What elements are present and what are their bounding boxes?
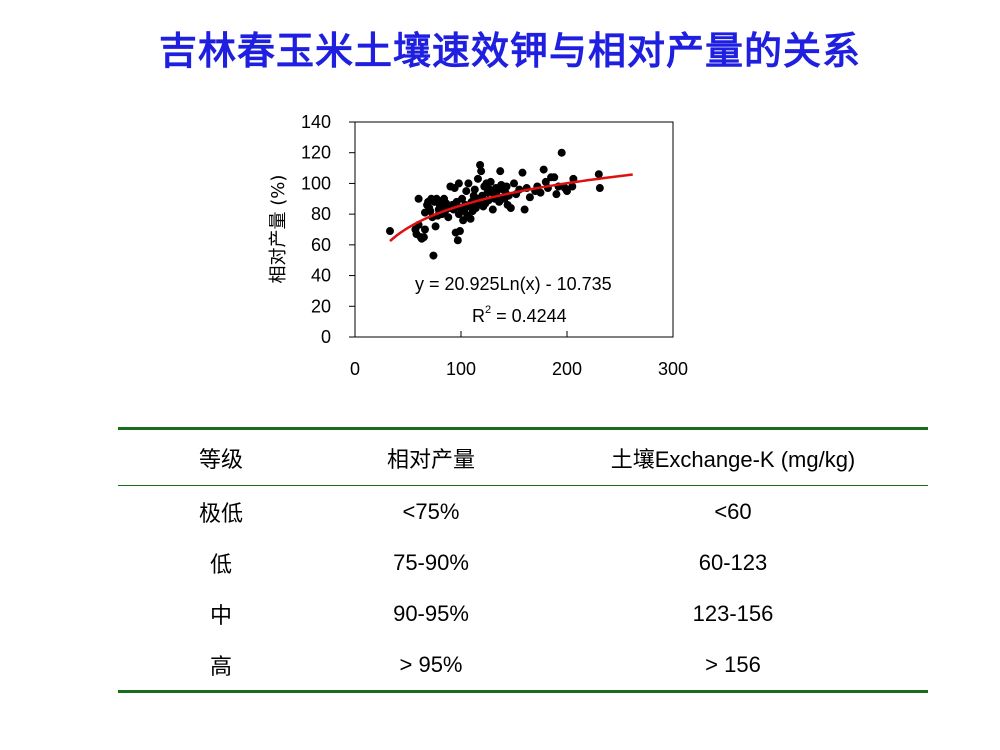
data-point: [454, 179, 463, 188]
data-point: [466, 214, 475, 223]
data-point: [536, 188, 545, 197]
data-point: [464, 179, 473, 188]
x-tick-label: 200: [552, 359, 582, 379]
header-exchange-k: 土壤Exchange-K (mg/kg): [538, 427, 928, 486]
y-tick-label: 20: [311, 296, 331, 316]
data-point: [477, 167, 486, 176]
trend-line: [389, 173, 633, 243]
r2-superscript: 2: [485, 304, 491, 316]
cell-relative-yield: <75%: [402, 498, 460, 524]
table-row: 高 > 95% > 156: [118, 639, 928, 693]
data-point: [414, 194, 423, 203]
data-point: [455, 227, 464, 236]
data-point: [458, 194, 467, 203]
page-title: 吉林春玉米土壤速效钾与相对产量的关系: [158, 29, 861, 73]
data-point: [470, 185, 479, 194]
y-tick-label: 60: [311, 235, 331, 255]
y-tick-label: 0: [321, 327, 331, 347]
data-point: [525, 193, 534, 202]
cell-relative-yield: 90-95%: [393, 600, 469, 626]
axis-ticks: 0 20 40 60 80 100 120 140 0 100 200 300: [301, 112, 688, 379]
scatter-chart: 0 20 40 60 80 100 120 140 0 100 200 300 y = 20.925L…: [268, 112, 688, 379]
cell-grade: 低: [209, 551, 232, 577]
data-point: [473, 174, 482, 183]
table-row: 极低 <75% <60: [118, 486, 928, 538]
data-point: [518, 168, 527, 177]
data-point: [594, 170, 603, 179]
data-point: [453, 236, 462, 245]
y-tick-label: 80: [311, 204, 331, 224]
cell-relative-yield: 75-90%: [393, 549, 469, 575]
y-tick-label: 100: [301, 173, 331, 193]
data-point: [563, 187, 571, 196]
header-relative-yield: 相对产量: [324, 427, 538, 486]
data-point: [462, 187, 471, 196]
data-point: [550, 173, 559, 182]
cell-grade: 极低: [198, 500, 243, 526]
data-point: [539, 165, 548, 174]
cell-relative-yield: > 95%: [324, 639, 538, 693]
data-point: [444, 213, 453, 222]
x-tick-label: 0: [350, 359, 360, 379]
data-point: [420, 225, 429, 234]
cell-exchange-k: <60: [714, 498, 752, 524]
data-point: [496, 167, 505, 176]
y-tick-label: 40: [311, 266, 331, 286]
table-row: 低 75-90% 60-123: [118, 537, 928, 588]
header-grade: 等级: [118, 427, 324, 486]
data-point: [510, 179, 518, 188]
cell-grade: 中: [209, 602, 232, 628]
data-point: [506, 204, 515, 212]
data-point: [426, 207, 435, 216]
data-point: [419, 233, 428, 242]
data-point: [502, 182, 511, 191]
x-tick-label: 300: [658, 359, 688, 379]
data-point: [429, 251, 438, 260]
data-point: [595, 184, 604, 193]
data-point: [552, 190, 561, 199]
equation-label: y = 20.925Ln(x) - 10.735: [415, 274, 612, 294]
grading-table: 等级 相对产量 土壤Exchange-K (mg/kg) 极低 <75% <60…: [118, 427, 928, 693]
r2-prefix: R: [472, 306, 485, 326]
data-point: [493, 187, 502, 196]
data-point: [486, 177, 495, 186]
cell-exchange-k: 123-156: [692, 600, 774, 626]
y-tick-label: 120: [301, 143, 331, 163]
data-point: [541, 177, 550, 186]
cell-exchange-k: 60-123: [698, 549, 768, 575]
data-point: [520, 205, 529, 214]
y-axis-label: 相对产量 (%): [268, 175, 289, 284]
r2-label: R2 = 0.4244: [472, 304, 567, 326]
cell-exchange-k: > 156: [538, 639, 928, 693]
cell-grade: 高: [118, 639, 324, 693]
data-point: [431, 222, 440, 231]
table-row: 中 90-95% 123-156: [118, 588, 928, 639]
data-point: [557, 148, 566, 157]
data-point: [385, 227, 394, 236]
plot-area: [354, 121, 674, 338]
y-tick-label: 140: [301, 112, 331, 132]
data-point: [476, 161, 485, 169]
data-point: [488, 205, 497, 214]
r2-value: = 0.4244: [491, 306, 567, 326]
x-tick-label: 100: [446, 359, 476, 379]
data-point: [568, 182, 577, 191]
table-header-row: 等级 相对产量 土壤Exchange-K (mg/kg): [118, 427, 928, 486]
